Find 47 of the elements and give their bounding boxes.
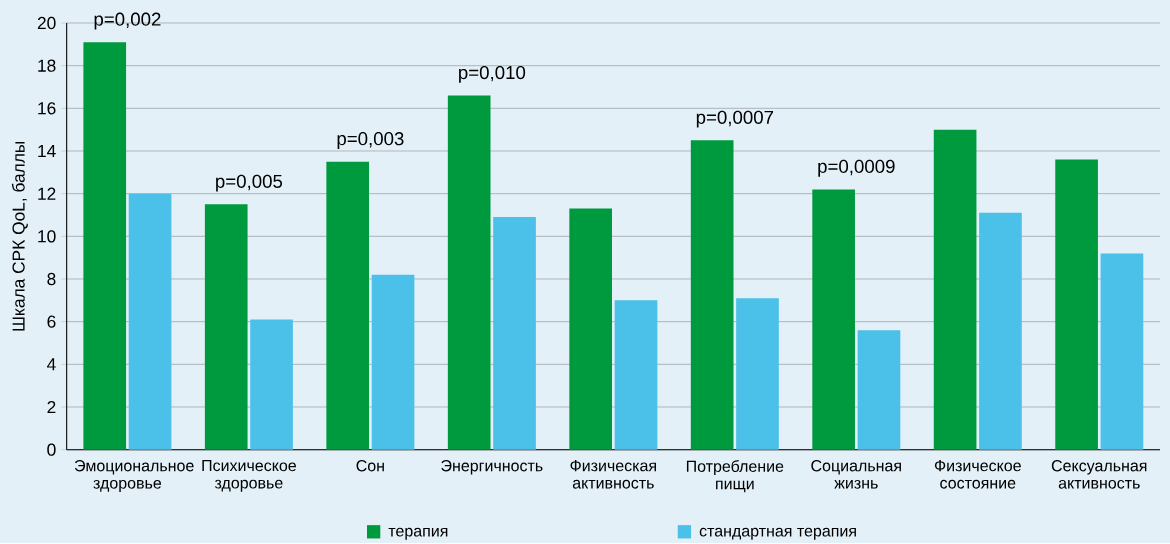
bar — [204, 204, 248, 450]
bar — [933, 129, 977, 450]
y-tick-label: 16 — [38, 102, 56, 115]
x-tick-label: Физическая активность — [570, 460, 656, 489]
y-tick-label: 2 — [47, 401, 56, 414]
bar — [857, 330, 901, 450]
annotation: p=0,003 — [337, 132, 404, 150]
y-tick-label: 4 — [47, 358, 56, 371]
bar — [371, 274, 415, 450]
bar — [326, 161, 370, 450]
y-tick-label: 20 — [37, 16, 56, 30]
bar — [493, 217, 536, 450]
bar — [614, 300, 658, 450]
y-tick-label: 0 — [47, 443, 56, 456]
x-tick-label: Энергичность — [441, 460, 543, 475]
x-tick-label: Эмоциональное здоровье — [74, 460, 194, 492]
bar — [128, 193, 172, 450]
annotation: p=0,002 — [94, 12, 161, 30]
bar — [812, 189, 855, 450]
bar — [83, 42, 127, 450]
annotation: p=0,010 — [459, 66, 526, 83]
y-tick-label: 6 — [47, 315, 56, 328]
legend-label: стандартная терапия — [699, 527, 856, 540]
y-tick-label: 12 — [38, 187, 56, 200]
y-tick-label: 10 — [38, 230, 56, 243]
x-tick-label: Сексуальная активность — [1051, 460, 1147, 489]
bar — [1100, 253, 1144, 450]
bar — [250, 319, 293, 450]
annotation: p=0,0007 — [696, 110, 774, 128]
x-tick-label: Психическое здоровье — [202, 460, 296, 492]
bar — [1055, 159, 1098, 450]
x-tick-label: Физическое состояние — [934, 460, 1021, 489]
bar — [979, 212, 1022, 450]
x-tick-label: Социальная жизнь — [811, 460, 901, 489]
y-tick-label: 14 — [38, 145, 56, 158]
x-tick-label: Сон — [356, 460, 384, 472]
annotation: p=0,005 — [216, 174, 283, 192]
bar — [569, 208, 612, 450]
bar — [690, 140, 734, 450]
legend-label: терапия — [388, 527, 448, 540]
x-tick-label: Потребление пищи — [686, 460, 784, 493]
bar — [736, 298, 779, 450]
y-axis-title: Шкала СРК QoL, баллы — [11, 141, 28, 331]
y-tick-label: 18 — [38, 59, 56, 72]
bar — [447, 95, 491, 450]
y-tick-label: 8 — [47, 272, 56, 286]
annotation: p=0,0009 — [818, 159, 895, 177]
